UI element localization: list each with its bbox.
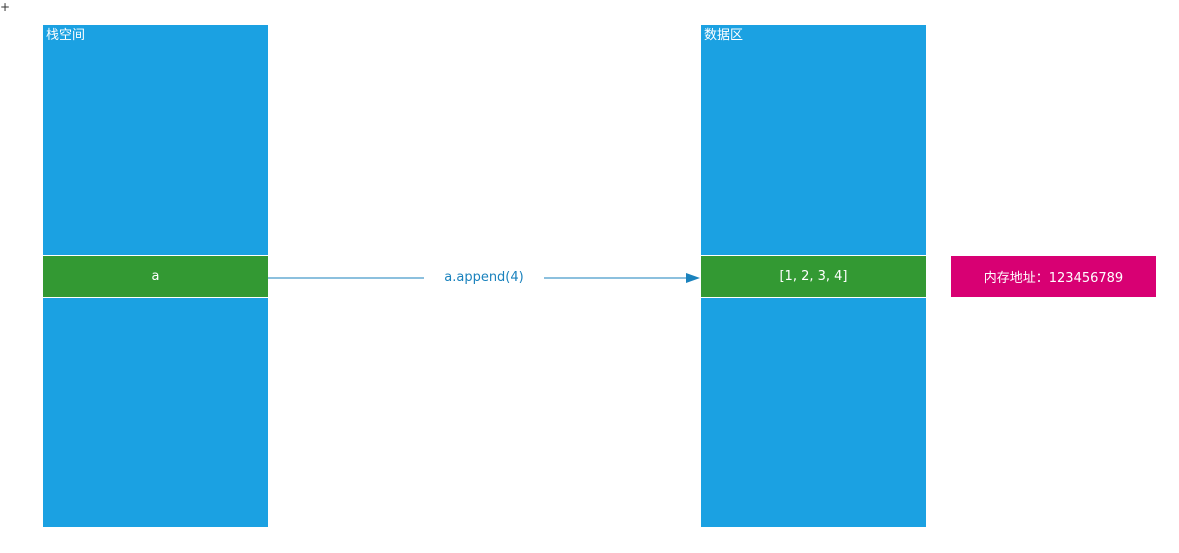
variable-cell[interactable]: a xyxy=(43,255,268,298)
stack-space-title: 栈空间 xyxy=(46,28,86,43)
memory-address-box[interactable]: 内存地址：123456789 xyxy=(951,256,1156,297)
data-area-title: 数据区 xyxy=(704,28,744,43)
edge-label: a.append(4) xyxy=(424,269,544,287)
arrowhead-icon xyxy=(686,273,700,283)
canvas-anchor-icon: + xyxy=(0,0,11,14)
list-value-cell[interactable]: [1, 2, 3, 4] xyxy=(701,255,926,298)
